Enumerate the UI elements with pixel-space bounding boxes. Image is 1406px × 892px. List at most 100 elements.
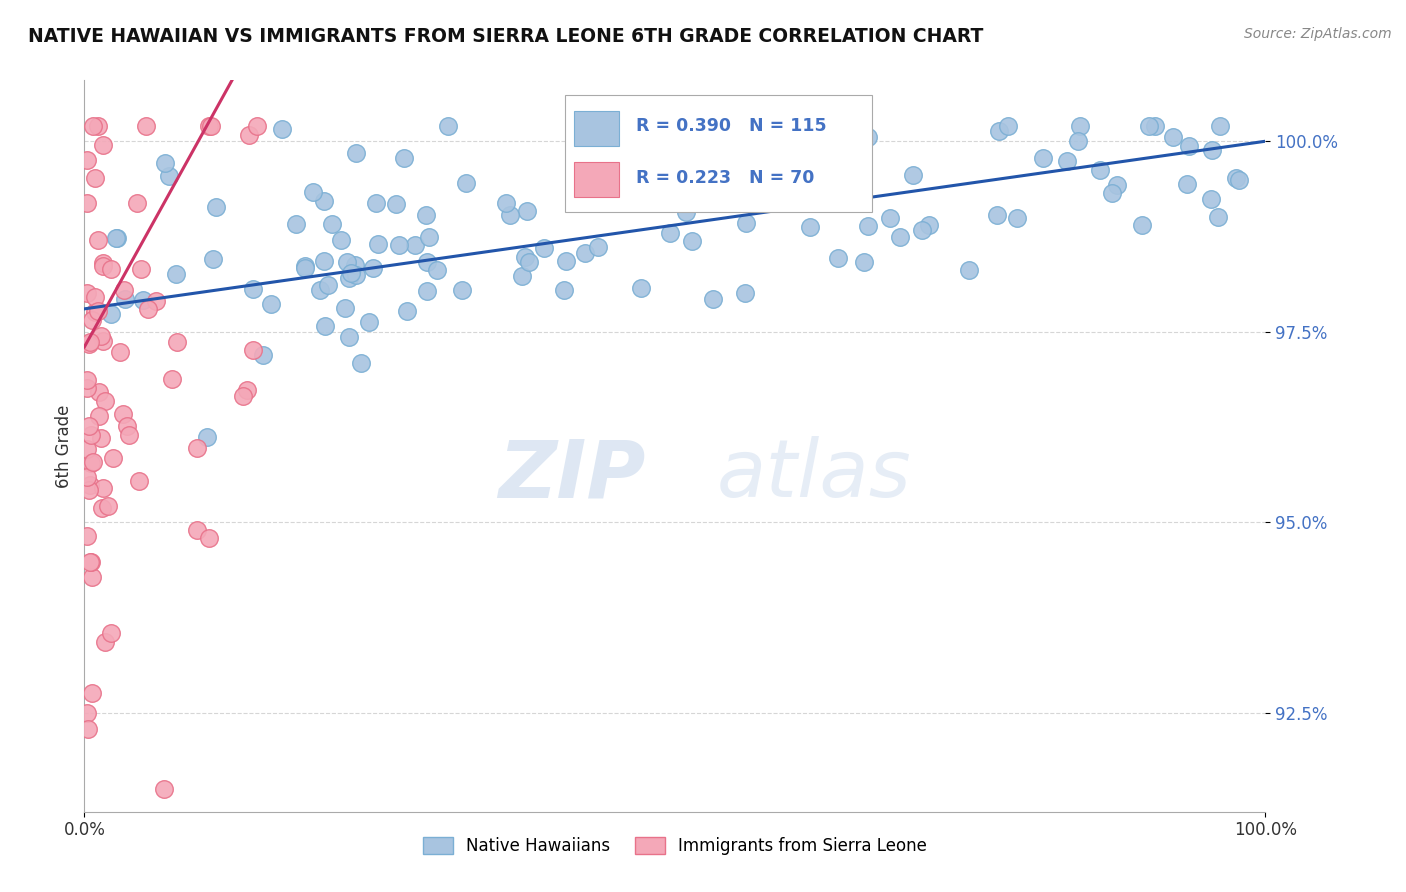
Point <box>80 570 103 584</box>
Point <box>388 237 411 252</box>
Point <box>659 226 682 240</box>
Point <box>1032 151 1054 165</box>
Point <box>385 196 408 211</box>
Point <box>416 255 439 269</box>
Point <box>79 555 101 569</box>
Point <box>91 260 114 274</box>
Point <box>842 119 865 133</box>
Point <box>337 271 360 285</box>
Point <box>91 137 114 152</box>
Point <box>80 456 103 470</box>
Point <box>200 119 222 133</box>
Point <box>879 211 901 225</box>
Point <box>100 308 122 322</box>
Point <box>395 303 418 318</box>
Point <box>105 231 128 245</box>
Point <box>416 285 439 299</box>
Point <box>344 145 367 160</box>
Point <box>82 119 104 133</box>
Point <box>76 285 98 300</box>
Point <box>236 383 259 397</box>
Point <box>901 168 924 182</box>
Point <box>77 337 100 351</box>
Point <box>76 469 98 483</box>
Point <box>574 246 596 260</box>
Point <box>392 151 415 165</box>
Point <box>76 374 98 388</box>
Point <box>242 282 264 296</box>
Point <box>84 171 107 186</box>
Point <box>745 140 768 154</box>
Point <box>911 222 934 236</box>
Point <box>510 269 533 284</box>
Point <box>364 196 387 211</box>
Point <box>517 254 540 268</box>
Point <box>675 205 697 219</box>
Text: ZIP: ZIP <box>498 436 645 515</box>
Point <box>337 330 360 344</box>
Point <box>312 254 335 268</box>
Point <box>112 284 135 298</box>
Point <box>162 372 184 386</box>
Point <box>76 153 98 167</box>
Legend: Native Hawaiians, Immigrants from Sierra Leone: Native Hawaiians, Immigrants from Sierra… <box>416 830 934 862</box>
Point <box>555 254 578 268</box>
Point <box>138 302 160 317</box>
Point <box>1139 119 1161 133</box>
Point <box>89 384 111 399</box>
Point <box>108 345 131 359</box>
Point <box>135 119 157 133</box>
Point <box>1227 173 1250 187</box>
Point <box>90 431 112 445</box>
Point <box>1105 178 1128 192</box>
Point <box>314 319 336 334</box>
Point <box>271 121 294 136</box>
Point <box>77 723 100 737</box>
Point <box>344 268 367 283</box>
Point <box>1225 171 1247 186</box>
FancyBboxPatch shape <box>565 95 872 212</box>
Point <box>100 626 122 640</box>
Point <box>359 315 381 329</box>
Text: NATIVE HAWAIIAN VS IMMIGRANTS FROM SIERRA LEONE 6TH GRADE CORRELATION CHART: NATIVE HAWAIIAN VS IMMIGRANTS FROM SIERR… <box>28 27 983 45</box>
Point <box>100 261 122 276</box>
Point <box>361 261 384 276</box>
Point <box>1199 192 1222 206</box>
Point <box>131 262 153 277</box>
Point <box>1056 154 1078 169</box>
Point <box>112 407 135 421</box>
Point <box>128 474 150 488</box>
Point <box>844 168 866 182</box>
Point <box>1209 119 1232 133</box>
Point <box>415 208 437 222</box>
Point <box>853 254 876 268</box>
Point <box>94 393 117 408</box>
Point <box>451 283 474 297</box>
Point <box>1161 129 1184 144</box>
Point <box>242 343 264 357</box>
Y-axis label: 6th Grade: 6th Grade <box>55 404 73 488</box>
Point <box>627 170 650 185</box>
Point <box>294 259 316 273</box>
Point <box>437 119 460 133</box>
Point <box>145 294 167 309</box>
Point <box>204 201 226 215</box>
Point <box>856 219 879 234</box>
Point <box>232 389 254 403</box>
Point <box>1132 219 1154 233</box>
Point <box>165 267 187 281</box>
Point <box>702 292 724 306</box>
Point <box>77 419 100 434</box>
Point <box>87 119 110 133</box>
Point <box>426 262 449 277</box>
Point <box>105 231 128 245</box>
Point <box>827 252 849 266</box>
Point <box>284 217 307 231</box>
Point <box>367 237 389 252</box>
Point <box>79 335 101 350</box>
Point <box>82 313 104 327</box>
Point <box>157 169 180 183</box>
Point <box>1178 138 1201 153</box>
Point <box>83 290 105 304</box>
Point <box>246 119 269 133</box>
